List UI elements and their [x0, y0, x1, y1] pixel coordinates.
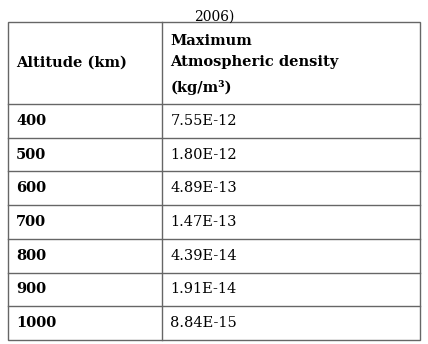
Text: 4.89E-13: 4.89E-13	[170, 181, 237, 195]
Text: Altitude (km): Altitude (km)	[16, 56, 127, 70]
Text: Maximum: Maximum	[170, 34, 252, 48]
Text: 2006): 2006)	[194, 10, 234, 24]
Text: 600: 600	[16, 181, 46, 195]
Text: 500: 500	[16, 148, 46, 162]
Text: 700: 700	[16, 215, 46, 229]
Text: 400: 400	[16, 114, 46, 128]
Text: 8.84E-15: 8.84E-15	[170, 316, 237, 330]
Text: 4.39E-14: 4.39E-14	[170, 249, 237, 263]
Text: 7.55E-12: 7.55E-12	[170, 114, 237, 128]
Text: 800: 800	[16, 249, 46, 263]
Text: Atmospheric density: Atmospheric density	[170, 55, 339, 69]
Text: (kg/m³): (kg/m³)	[170, 80, 232, 95]
Text: 1.91E-14: 1.91E-14	[170, 282, 237, 297]
Text: 1.80E-12: 1.80E-12	[170, 148, 237, 162]
Text: 1000: 1000	[16, 316, 56, 330]
Text: 900: 900	[16, 282, 46, 297]
Text: 1.47E-13: 1.47E-13	[170, 215, 237, 229]
